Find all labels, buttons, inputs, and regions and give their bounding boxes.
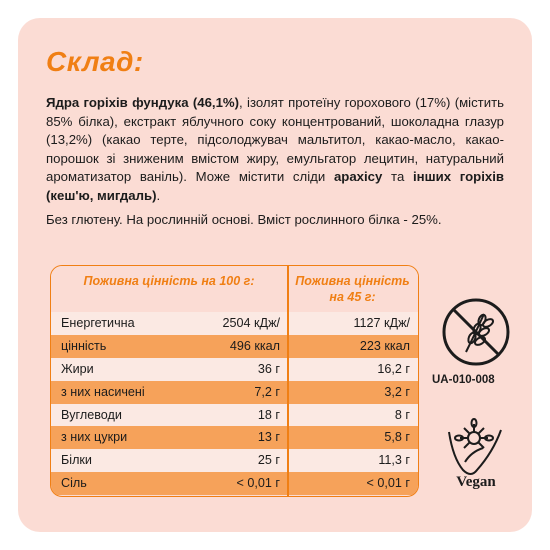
value-100g: 13 г: [258, 430, 280, 444]
value-100g: 25 г: [258, 453, 280, 467]
header-per-100g: Поживна цінність на 100 г:: [51, 273, 287, 289]
nutrient-name: з них цукри: [61, 430, 127, 444]
table-row: з них насичені 7,2 г 3,2 г: [51, 381, 418, 404]
value-45g: 11,3 г: [378, 453, 410, 467]
nutrition-table: Поживна цінність на 100 г: Поживна цінні…: [50, 265, 419, 497]
table-row: Білки 25 г 11,3 г: [51, 449, 418, 472]
value-45g: 8 г: [395, 408, 410, 422]
dietary-note: Без глютену. На рослинній основі. Вміст …: [46, 212, 442, 227]
nutrient-name: Білки: [61, 453, 92, 467]
value-45g: 5,8 г: [384, 430, 410, 444]
value-100g: 2504 кДж/: [223, 316, 280, 330]
ingredients-text: Ядра горіхів фундука (46,1%), ізолят про…: [46, 94, 504, 206]
nutrient-name: Вуглеводи: [61, 408, 122, 422]
gluten-free-code: UA-010-008: [432, 374, 495, 386]
table-row: Вуглеводи 18 г 8 г: [51, 404, 418, 427]
value-45g: 3,2 г: [384, 385, 410, 399]
vegan-label: Vegan: [456, 474, 496, 490]
ingredients-text-6: .: [156, 188, 160, 203]
table-row: з них цукри 13 г 5,8 г: [51, 426, 418, 449]
vegan-logo-icon: Vegan: [441, 418, 511, 492]
nutrient-name: Енергетична: [61, 316, 135, 330]
value-100g: 36 г: [258, 362, 280, 376]
table-row: Жири 36 г 16,2 г: [51, 358, 418, 381]
value-45g: 223 ккал: [360, 339, 410, 353]
table-row: Енергетична 2504 кДж/1127 кДж/: [51, 312, 418, 335]
nutrient-name: з них насичені: [61, 385, 145, 399]
ingredients-text-4: та: [382, 169, 413, 184]
nutrient-name: цінність: [61, 339, 106, 353]
table-row: цінність 496 ккал 223 ккал: [51, 335, 418, 358]
table-row: Сіль < 0,01 г < 0,01 г: [51, 472, 418, 495]
nutrient-name: Сіль: [61, 476, 87, 490]
value-45g: 16,2 г: [377, 362, 410, 376]
nutrition-table-header: Поживна цінність на 100 г: Поживна цінні…: [51, 266, 418, 310]
ingredients-main-bold: Ядра горіхів фундука (46,1%): [46, 95, 239, 110]
nutrition-rows: Енергетична 2504 кДж/1127 кДж/цінність 496…: [51, 312, 418, 495]
gluten-free-icon: [440, 296, 512, 368]
value-100g: 496 ккал: [230, 339, 280, 353]
section-title: Склад:: [46, 46, 144, 78]
value-45g: 1127 кДж/: [353, 316, 410, 330]
value-100g: < 0,01 г: [237, 476, 280, 490]
nutrient-name: Жири: [61, 362, 94, 376]
value-100g: 18 г: [258, 408, 280, 422]
column-divider: [287, 266, 289, 496]
value-45g: < 0,01 г: [367, 476, 410, 490]
value-100g: 7,2 г: [254, 385, 280, 399]
header-per-45g: Поживна цінність на 45 г:: [287, 273, 418, 305]
allergen-peanut: арахісу: [334, 169, 382, 184]
